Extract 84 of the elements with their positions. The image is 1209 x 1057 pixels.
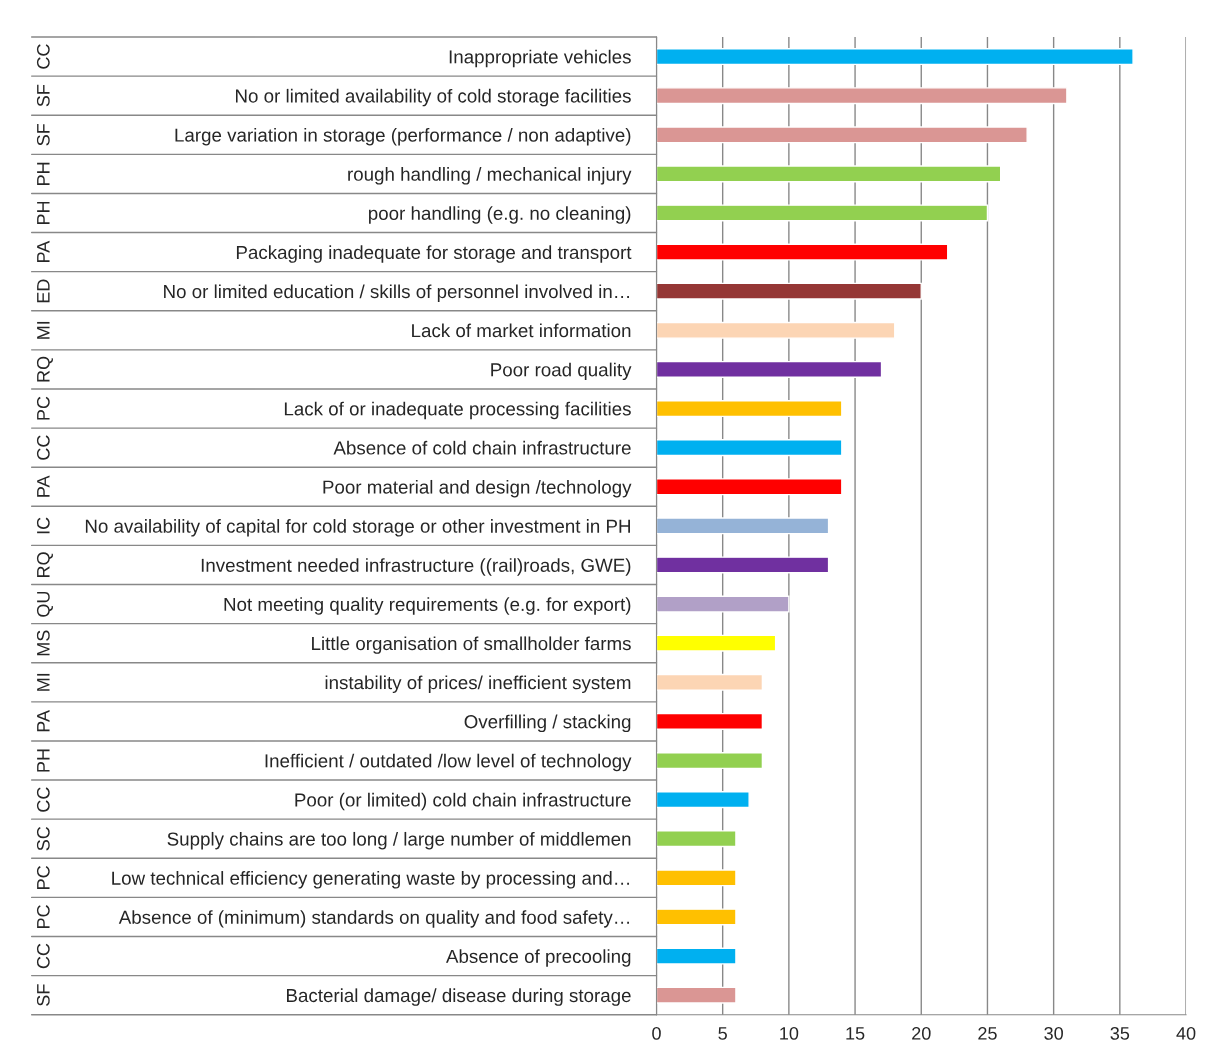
bar	[656, 439, 843, 457]
y-tick-label: Poor material and design /technology	[323, 479, 632, 498]
bar	[656, 986, 737, 1004]
text: IC	[36, 517, 50, 534]
y-tick-label: Poor (or limited) cold chain infrastructure	[295, 792, 631, 811]
text: MS	[36, 630, 50, 656]
text: CC	[36, 943, 50, 969]
text: MI	[37, 321, 50, 339]
text: CC	[36, 787, 50, 812]
bar	[656, 204, 989, 222]
bar	[656, 947, 737, 965]
text: ED	[37, 279, 50, 303]
text: SC	[36, 826, 50, 851]
y-tick-label: No availability of capital for cold storage or other investment in PH	[85, 519, 630, 537]
y-tick-label: No or limited education / skills of personnel involved in…	[164, 284, 629, 302]
text: PC	[36, 865, 50, 889]
y-tick-label: Inefficient / outdated /low level of technology	[265, 753, 632, 772]
y-tick-label: poor handling (e.g. no cleaning)	[368, 206, 631, 224]
y-tick-label: Absence of cold chain infrastructure	[333, 440, 631, 455]
x-tick-label: 10	[780, 1027, 799, 1040]
y-tick-label: Absence of precooling	[446, 949, 631, 967]
text: SF	[36, 984, 50, 1006]
bar	[656, 869, 737, 887]
bar	[656, 751, 764, 770]
text: PA	[37, 240, 50, 262]
bar	[656, 517, 830, 535]
bar	[656, 126, 1028, 144]
y-tick-label: Bacterial damage/ disease during storage	[287, 988, 631, 1006]
bar	[656, 400, 843, 418]
x-tick-label: 5	[718, 1027, 727, 1040]
bar	[656, 556, 830, 574]
bar	[656, 830, 737, 848]
text: RQ	[36, 552, 53, 578]
bar	[656, 634, 777, 652]
y-tick-label: Absence of (minimum) standards on quality and food safety…	[118, 910, 629, 928]
x-tick-label: 40	[1176, 1027, 1196, 1040]
text: PA	[37, 710, 50, 732]
bar	[656, 791, 750, 809]
y-tick-label: Not meeting quality requirements (e.g. for export)	[224, 597, 631, 615]
text: PC	[36, 905, 50, 929]
bar	[656, 321, 896, 339]
text: RQ	[36, 356, 53, 382]
bar	[656, 595, 790, 613]
y-tick-label: Packaging inadequate for storage and transport	[236, 245, 632, 263]
y-tick-label: Low technical efficiency generating waste by processing and…	[112, 871, 629, 889]
y-tick-label: Poor road quality	[491, 362, 632, 381]
y-tick-label: Little organisation of smallholder farms	[312, 636, 631, 654]
y-tick-label: Investment needed infrastructure ((rail)roads, GWE)	[201, 558, 631, 576]
x-tick-label: 15	[846, 1027, 865, 1040]
bar	[656, 165, 1002, 183]
text: CC	[36, 435, 50, 460]
text: PH	[37, 201, 50, 225]
text: PA	[37, 475, 50, 497]
text: SF	[36, 123, 50, 146]
x-tick-label: 35	[1110, 1027, 1130, 1040]
x-tick-label: 20	[912, 1027, 931, 1040]
y-tick-label: Lack of or inadequate processing facilities	[284, 401, 631, 420]
text: PH	[37, 162, 50, 185]
y-tick-label: Large variation in storage (performance / non adaptive)	[175, 127, 631, 146]
text: QU	[36, 591, 53, 617]
x-tick-label: 25	[978, 1027, 997, 1040]
y-tick-label: Lack of market information	[412, 323, 631, 338]
y-tick-label: Overfilling / stacking	[464, 714, 631, 733]
bar	[656, 282, 922, 300]
y-tick-label: rough handling / mechanical injury	[348, 167, 632, 185]
x-tick-label: 0	[652, 1027, 661, 1040]
y-tick-label: No or limited availability of cold storage facilities	[236, 88, 631, 107]
bar	[656, 243, 949, 261]
bar	[656, 360, 883, 378]
bar	[656, 712, 764, 730]
bar	[656, 673, 764, 691]
bar	[656, 908, 737, 926]
y-tick-label: Supply chains are too long / large number of middlemen	[167, 831, 631, 850]
text: PC	[36, 396, 50, 420]
text: MI	[37, 673, 50, 691]
bar	[656, 48, 1134, 66]
text: PH	[37, 749, 50, 772]
text: SF	[36, 84, 50, 107]
text: CC	[36, 44, 50, 69]
bar	[656, 87, 1068, 105]
bar	[656, 478, 843, 496]
y-tick-label: instability of prices/ inefficient system	[325, 675, 631, 693]
x-tick-label: 30	[1044, 1027, 1063, 1040]
y-tick-label: Inappropriate vehicles	[449, 49, 631, 68]
